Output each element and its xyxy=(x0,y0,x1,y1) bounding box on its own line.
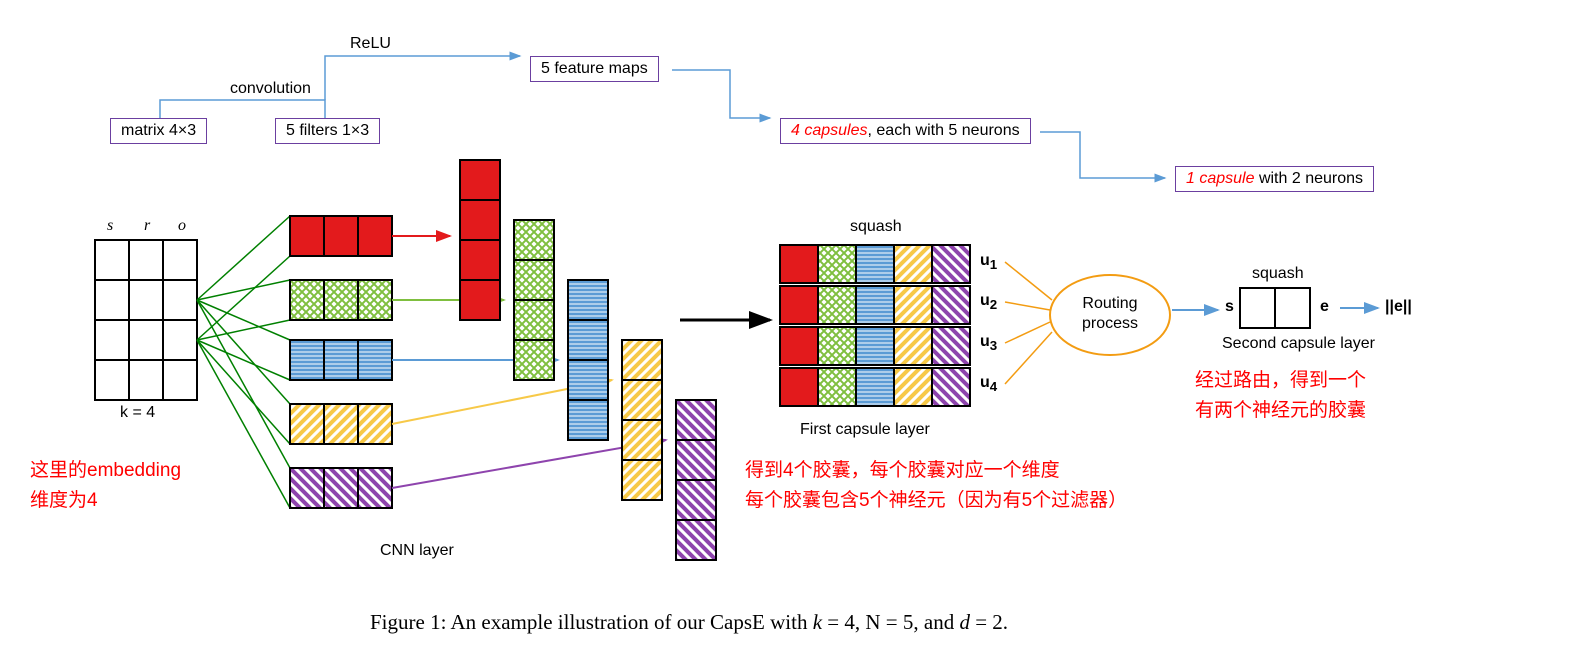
label-norm: ||e|| xyxy=(1385,298,1412,316)
svg-text:process: process xyxy=(1082,315,1138,332)
label-cnn: CNN layer xyxy=(380,542,454,560)
annotation-mid1: 得到4个胶囊，每个胶囊对应一个维度 xyxy=(745,455,1060,482)
label-u4: u4 xyxy=(980,374,997,394)
label-s: s xyxy=(1225,298,1234,316)
box-1capsule: 1 capsule with 2 neurons xyxy=(1175,166,1374,192)
label-u2: u2 xyxy=(980,292,997,312)
box-featuremaps: 5 feature maps xyxy=(530,56,659,82)
1capsule-prefix: 1 capsule xyxy=(1186,170,1255,187)
annotation-left2: 维度为4 xyxy=(30,485,98,512)
first-capsule-layer xyxy=(780,245,970,406)
4capsules-prefix: 4 capsules xyxy=(791,122,868,139)
svg-text:Routing: Routing xyxy=(1082,295,1137,312)
annotation-left1: 这里的embedding xyxy=(30,455,181,482)
second-capsule-layer xyxy=(1240,288,1310,328)
feature-maps xyxy=(460,160,716,560)
label-u3: u3 xyxy=(980,333,997,353)
diagram-svg: Routing process xyxy=(0,0,1584,662)
label-e: e xyxy=(1320,298,1329,316)
label-squash2: squash xyxy=(1252,265,1304,283)
annotation-right2: 有两个神经元的胶囊 xyxy=(1195,395,1366,422)
matrix-header-o: o xyxy=(178,217,186,235)
box-4capsules: 4 capsules, each with 5 neurons xyxy=(780,118,1031,144)
annotation-right1: 经过路由，得到一个 xyxy=(1195,365,1366,392)
label-convolution: convolution xyxy=(230,80,311,98)
label-u1: u1 xyxy=(980,252,997,272)
1capsule-suffix: with 2 neurons xyxy=(1255,170,1364,187)
box-matrix: matrix 4×3 xyxy=(110,118,207,144)
filters xyxy=(290,216,392,508)
label-relu: ReLU xyxy=(350,35,391,53)
matrix-header-s: s xyxy=(107,217,113,235)
label-firstcap: First capsule layer xyxy=(800,421,930,439)
box-filters: 5 filters 1×3 xyxy=(275,118,380,144)
4capsules-suffix: , each with 5 neurons xyxy=(868,122,1020,139)
input-matrix xyxy=(95,240,197,400)
label-secondcap: Second capsule layer xyxy=(1222,335,1375,353)
label-squash1: squash xyxy=(850,218,902,236)
matrix-klabel: k = 4 xyxy=(120,404,155,422)
annotation-mid2: 每个胶囊包含5个神经元（因为有5个过滤器） xyxy=(745,485,1127,512)
matrix-header-r: r xyxy=(144,217,150,235)
figure-caption: Figure 1: An example illustration of our… xyxy=(370,610,1008,635)
